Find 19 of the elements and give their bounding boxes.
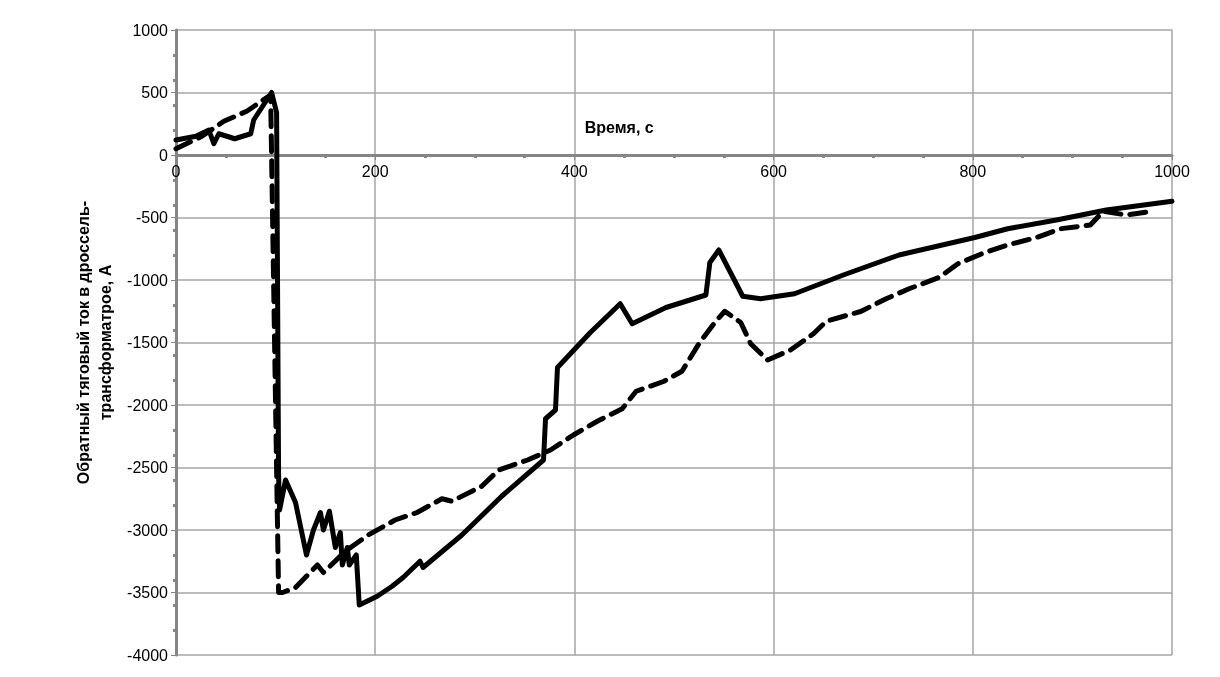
y-tick-label: -2500 bbox=[127, 459, 169, 476]
y-tick-label: 0 bbox=[159, 146, 169, 164]
y-tick-label: 1000 bbox=[132, 21, 169, 39]
y-tick-label: -500 bbox=[135, 209, 169, 226]
x-tick-label: 200 bbox=[361, 162, 389, 180]
y-tick-label: 500 bbox=[141, 84, 169, 101]
x-tick-label: 600 bbox=[760, 162, 788, 180]
y-axis-title: Обратный тяговый ток в дроссель- трансформатрое, А bbox=[74, 200, 114, 485]
x-tick-label: 1000 bbox=[1154, 162, 1190, 180]
x-tick-label: 800 bbox=[959, 162, 987, 180]
y-tick-label: -3000 bbox=[127, 521, 169, 539]
y-tick-label: -3500 bbox=[127, 584, 169, 601]
y-tick-label: -2000 bbox=[127, 396, 169, 414]
y-tick-label: -1500 bbox=[127, 334, 169, 351]
x-tick-label: 400 bbox=[561, 162, 588, 180]
x-tick-label: 0 bbox=[171, 162, 181, 180]
x-axis-title: Время, с bbox=[584, 118, 654, 136]
y-tick-label: -1000 bbox=[127, 271, 169, 289]
y-tick-label: -4000 bbox=[127, 646, 169, 664]
